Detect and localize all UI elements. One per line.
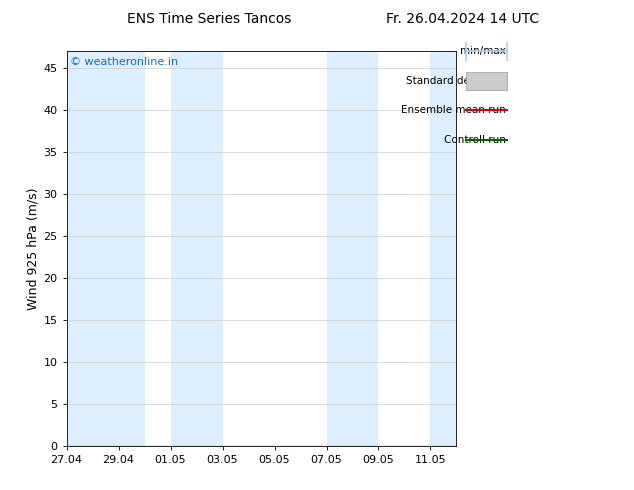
Bar (327, 51, 378, 446)
Text: Standard deviation: Standard deviation (406, 76, 506, 86)
Text: min/max: min/max (460, 47, 506, 56)
Text: © weatheronline.in: © weatheronline.in (70, 57, 179, 67)
Text: ENS Time Series Tancos: ENS Time Series Tancos (127, 12, 292, 26)
Text: Controll run: Controll run (444, 135, 506, 145)
Bar (171, 51, 223, 446)
Text: Ensemble mean run: Ensemble mean run (401, 105, 506, 115)
Text: Fr. 26.04.2024 14 UTC: Fr. 26.04.2024 14 UTC (386, 12, 540, 26)
Y-axis label: Wind 925 hPa (m/s): Wind 925 hPa (m/s) (26, 187, 39, 310)
Bar (93, 51, 145, 446)
Bar (67, 51, 93, 446)
Bar (430, 51, 456, 446)
